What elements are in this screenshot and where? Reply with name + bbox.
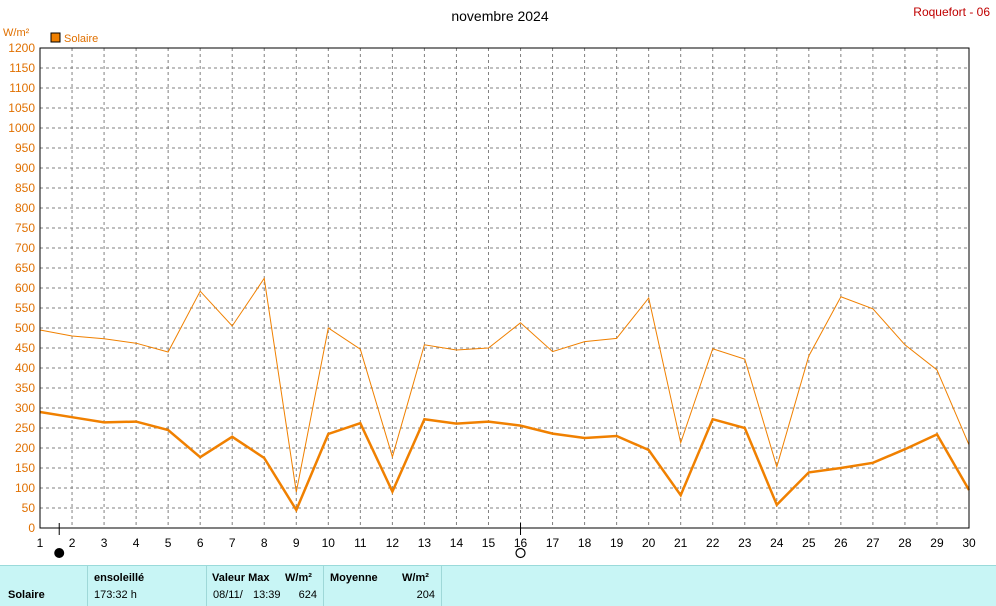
mean-value: 204 bbox=[417, 589, 435, 601]
max-header: Valeur Max bbox=[212, 572, 269, 584]
y-tick-label: 250 bbox=[15, 421, 35, 435]
legend-label: Solaire bbox=[64, 33, 98, 45]
y-tick-label: 900 bbox=[15, 161, 35, 175]
y-tick-label: 800 bbox=[15, 201, 35, 215]
y-tick-label: 550 bbox=[15, 301, 35, 315]
y-tick-label: 150 bbox=[15, 461, 35, 475]
x-tick-label: 8 bbox=[261, 536, 268, 550]
y-tick-label: 1000 bbox=[8, 121, 35, 135]
x-tick-label: 23 bbox=[738, 536, 752, 550]
x-tick-label: 24 bbox=[770, 536, 784, 550]
legend-swatch bbox=[51, 33, 60, 42]
x-tick-label: 27 bbox=[866, 536, 880, 550]
x-tick-label: 20 bbox=[642, 536, 656, 550]
y-tick-label: 850 bbox=[15, 181, 35, 195]
y-tick-label: 750 bbox=[15, 221, 35, 235]
x-tick-label: 10 bbox=[322, 536, 336, 550]
chart: novembre 2024 Roquefort - 06 W/m² Solair… bbox=[0, 0, 996, 565]
y-tick-label: 450 bbox=[15, 341, 35, 355]
grid bbox=[40, 48, 969, 528]
x-tick-label: 28 bbox=[898, 536, 912, 550]
y-tick-label: 1200 bbox=[8, 41, 35, 55]
y-tick-label: 650 bbox=[15, 261, 35, 275]
x-tick-label: 13 bbox=[418, 536, 432, 550]
series-line-max bbox=[40, 278, 969, 492]
x-tick-label: 17 bbox=[546, 536, 560, 550]
x-tick-label: 15 bbox=[482, 536, 496, 550]
footer-row-label: Solaire bbox=[8, 589, 45, 601]
x-tick-label: 2 bbox=[69, 536, 76, 550]
chart-title: novembre 2024 bbox=[451, 8, 549, 24]
mean-header: Moyenne bbox=[330, 572, 378, 584]
y-tick-label: 1100 bbox=[9, 81, 35, 95]
footer-label-cell: Solaire bbox=[0, 566, 88, 606]
x-tick-label: 1 bbox=[37, 536, 44, 550]
y-tick-label: 350 bbox=[15, 381, 35, 395]
sun-value: 173:32 h bbox=[94, 589, 137, 601]
footer-sun-cell: ensoleillé 173:32 h bbox=[88, 566, 207, 606]
summary-footer: Solaire ensoleillé 173:32 h Valeur Max W… bbox=[0, 565, 996, 606]
x-tick-label: 3 bbox=[101, 536, 108, 550]
y-tick-label: 1050 bbox=[8, 101, 35, 115]
y-tick-label: 50 bbox=[22, 501, 36, 515]
x-tick-label: 11 bbox=[354, 536, 367, 550]
new-moon-icon bbox=[55, 549, 64, 558]
x-tick-label: 30 bbox=[962, 536, 976, 550]
y-tick-label: 0 bbox=[28, 521, 35, 535]
y-axis: 0 50 100 150 200 250 300 350 400 450 500 550 600 650 7… bbox=[8, 41, 35, 535]
x-tick-label: 7 bbox=[229, 536, 236, 550]
x-tick-label: 14 bbox=[450, 536, 464, 550]
max-value: 624 bbox=[299, 589, 317, 601]
x-tick-label: 4 bbox=[133, 536, 140, 550]
x-tick-label: 9 bbox=[293, 536, 300, 550]
x-tick-label: 19 bbox=[610, 536, 624, 550]
x-tick-label: 6 bbox=[197, 536, 204, 550]
series bbox=[40, 278, 969, 510]
max-time: 13:39 bbox=[253, 589, 281, 601]
x-tick-label: 18 bbox=[578, 536, 592, 550]
y-tick-label: 1150 bbox=[9, 61, 35, 75]
x-tick-label: 12 bbox=[386, 536, 400, 550]
x-tick-label: 25 bbox=[802, 536, 816, 550]
y-tick-label: 200 bbox=[15, 441, 35, 455]
max-date: 08/11/ bbox=[213, 589, 243, 601]
y-tick-label: 700 bbox=[15, 241, 35, 255]
x-tick-label: 5 bbox=[165, 536, 172, 550]
y-tick-label: 950 bbox=[15, 141, 35, 155]
full-moon-icon bbox=[516, 549, 525, 558]
station-label: Roquefort - 06 bbox=[913, 5, 990, 19]
sun-header: ensoleillé bbox=[94, 572, 144, 584]
y-tick-label: 600 bbox=[15, 281, 35, 295]
mean-unit: W/m² bbox=[402, 572, 429, 584]
x-tick-label: 29 bbox=[930, 536, 944, 550]
y-tick-label: 400 bbox=[15, 361, 35, 375]
series-line-mean bbox=[40, 412, 969, 510]
y-tick-label: 100 bbox=[15, 481, 35, 495]
max-unit: W/m² bbox=[285, 572, 312, 584]
x-tick-label: 21 bbox=[674, 536, 688, 550]
footer-max-cell: Valeur Max W/m² 08/11/ 13:39 624 bbox=[207, 566, 324, 606]
y-tick-label: 300 bbox=[15, 401, 35, 415]
x-tick-label: 22 bbox=[706, 536, 720, 550]
y-axis-unit: W/m² bbox=[3, 27, 30, 39]
x-tick-label: 16 bbox=[514, 536, 528, 550]
footer-mean-cell: Moyenne W/m² 204 bbox=[324, 566, 442, 606]
y-tick-label: 500 bbox=[15, 321, 35, 335]
x-tick-label: 26 bbox=[834, 536, 848, 550]
